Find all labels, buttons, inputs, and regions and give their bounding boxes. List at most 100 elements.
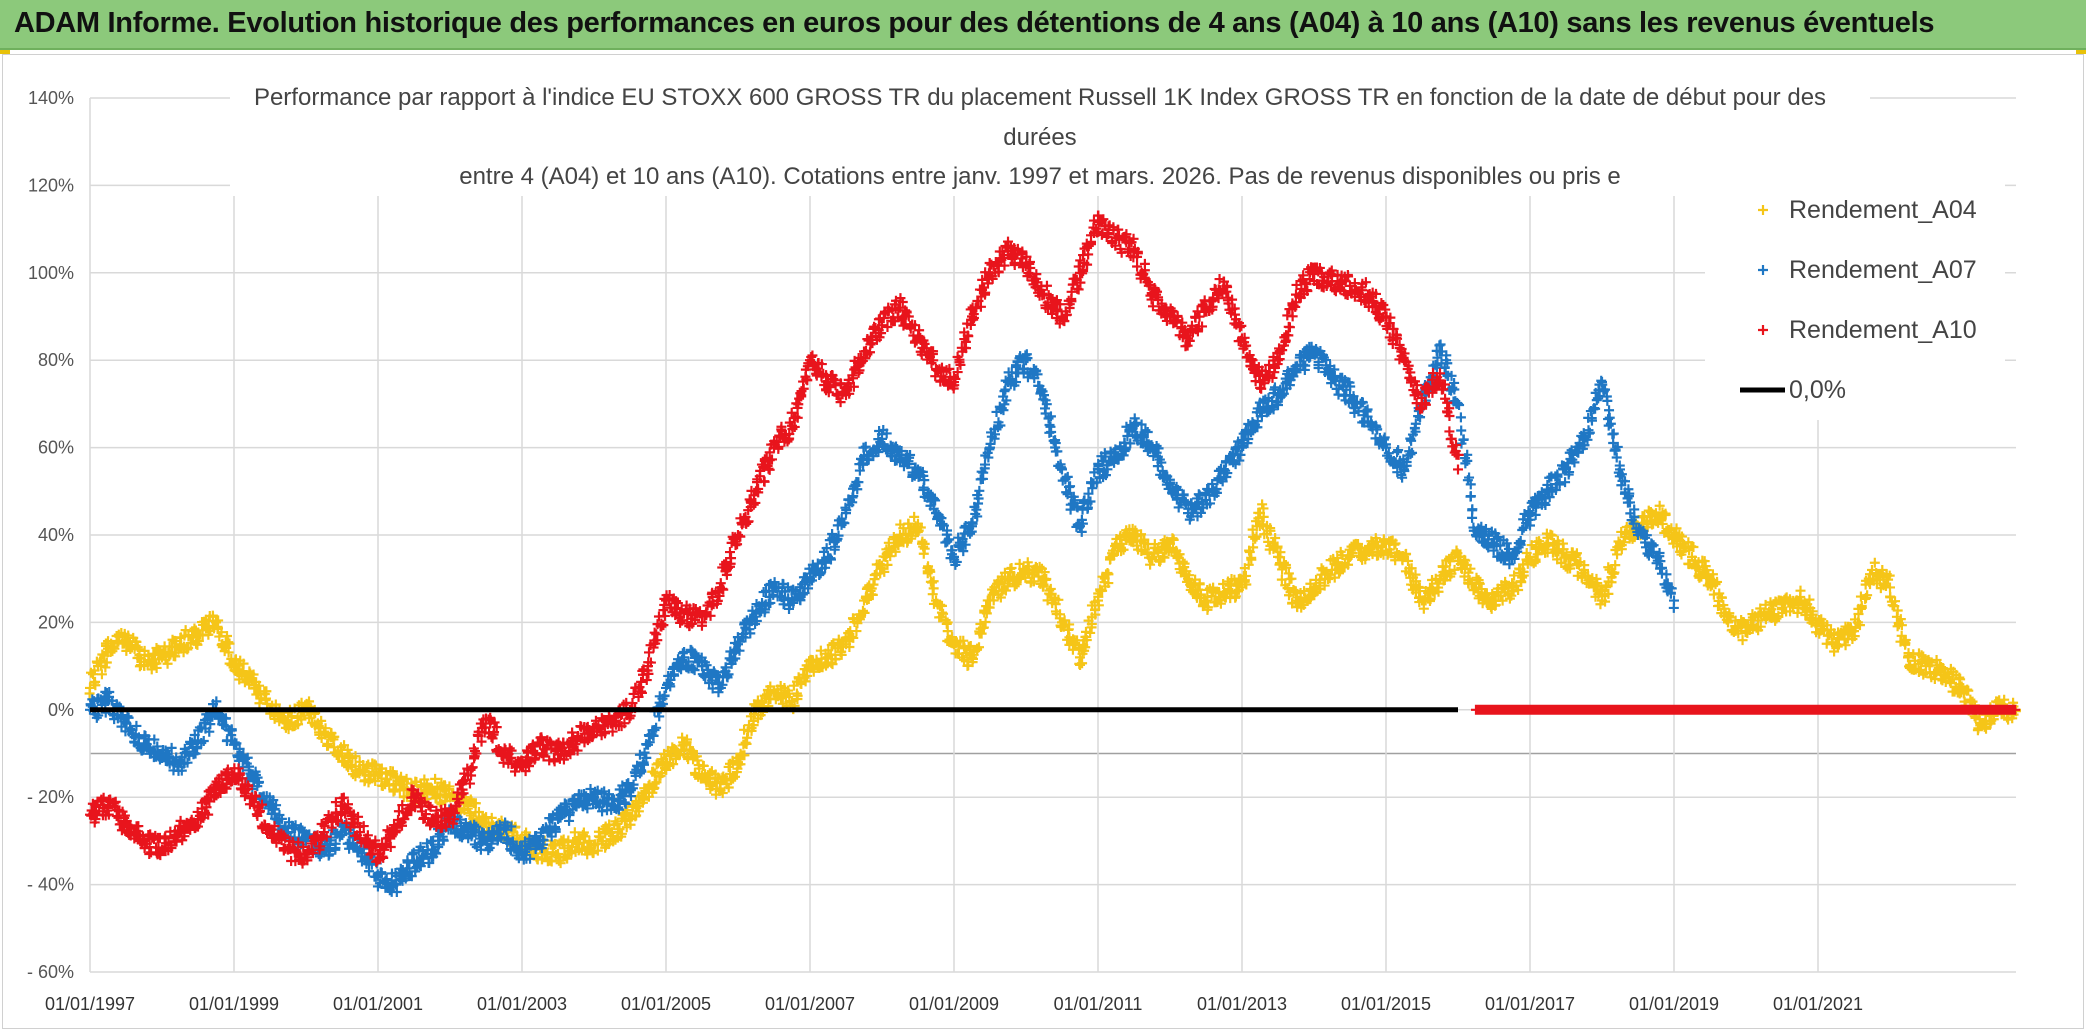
data-point [305, 853, 307, 855]
data-point [161, 656, 163, 658]
data-point [395, 827, 397, 829]
data-point [1421, 403, 1423, 405]
data-point [1421, 600, 1423, 602]
data-point [1529, 512, 1531, 514]
banner-title: ADAM Informe. Evolution historique des p… [14, 7, 1935, 39]
data-point [1367, 420, 1369, 422]
data-point [1259, 512, 1261, 514]
data-point [791, 700, 793, 702]
data-point [1601, 381, 1603, 383]
data-point [773, 586, 775, 588]
data-point [1601, 600, 1603, 602]
data-point [557, 818, 559, 820]
data-point [1169, 482, 1171, 484]
data-point [125, 822, 127, 824]
data-point [1007, 578, 1009, 580]
data-point [755, 613, 757, 615]
data-point [1439, 350, 1441, 352]
chart-title-line-2: durées [1003, 124, 1076, 151]
data-point [863, 455, 865, 457]
data-point [413, 796, 415, 798]
data-point [1349, 394, 1351, 396]
data-point [683, 656, 685, 658]
data-point [1511, 586, 1513, 588]
data-point [323, 831, 325, 833]
a10-flat-zero-points [1471, 704, 2021, 715]
data-point [1241, 337, 1243, 339]
data-point [107, 805, 109, 807]
data-point [1349, 556, 1351, 558]
y-tick-label: 80% [38, 350, 74, 370]
series-Rendement_A07 [85, 339, 1679, 897]
data-point [827, 556, 829, 558]
data-point [1331, 569, 1333, 571]
data-point [1043, 578, 1045, 580]
data-point [1871, 569, 1873, 571]
data-point [449, 796, 451, 798]
data-point [557, 853, 559, 855]
data-point [575, 840, 577, 842]
legend-marker-a10 [1758, 325, 1768, 335]
data-point [1385, 447, 1387, 449]
data-point [971, 656, 973, 658]
data-point [1223, 468, 1225, 470]
data-point [287, 831, 289, 833]
data-point [899, 307, 901, 309]
data-point [1097, 219, 1099, 221]
data-point [521, 766, 523, 768]
data-point [1889, 586, 1891, 588]
data-point [845, 512, 847, 514]
data-point [647, 665, 649, 667]
data-point [755, 490, 757, 492]
data-point [953, 381, 955, 383]
data-point [827, 381, 829, 383]
chart-title-line-1: Performance par rapport à l'indice EU ST… [254, 84, 1826, 111]
data-point [809, 359, 811, 361]
data-point [107, 648, 109, 650]
data-point [269, 805, 271, 807]
data-point [107, 700, 109, 702]
y-tick-label: - 60% [27, 962, 74, 982]
data-point [467, 831, 469, 833]
data-point [575, 739, 577, 741]
data-point [305, 840, 307, 842]
data-point [1781, 608, 1783, 610]
y-tick-label: - 40% [27, 875, 74, 895]
data-point [1457, 468, 1459, 470]
data-point [1529, 556, 1531, 558]
data-point [143, 840, 145, 842]
data-point [1583, 569, 1585, 571]
data-point [1313, 350, 1315, 352]
data-point [1115, 543, 1117, 545]
x-tick-label: 01/01/2021 [1773, 994, 1863, 1014]
data-point [791, 425, 793, 427]
data-point [1079, 525, 1081, 527]
data-point [197, 635, 199, 637]
data-point [251, 796, 253, 798]
data-point [1061, 621, 1063, 623]
data-point [611, 831, 613, 833]
data-point [1925, 665, 1927, 667]
data-point [503, 753, 505, 754]
y-tick-label: 20% [38, 612, 74, 632]
legend-marker-a04 [1758, 205, 1768, 215]
data-point [701, 621, 703, 623]
data-point [323, 731, 325, 733]
x-tick-label: 01/01/1997 [45, 994, 135, 1014]
x-axis-ticks: 01/01/1997 01/01/1999 01/01/2001 01/01/2003… [45, 994, 1863, 1014]
y-tick-label: 100% [28, 263, 74, 283]
data-point [701, 665, 703, 667]
data-point [935, 512, 937, 514]
data-point [593, 796, 595, 798]
data-point [341, 753, 343, 754]
data-point [1817, 621, 1819, 623]
data-point [1133, 425, 1135, 427]
data-point [1259, 381, 1261, 383]
data-point [1439, 578, 1441, 580]
data-point [1799, 600, 1801, 602]
data-point [1673, 600, 1675, 602]
data-point [233, 744, 235, 746]
y-tick-label: 60% [38, 438, 74, 458]
data-point [287, 849, 289, 851]
data-point [1097, 600, 1099, 602]
